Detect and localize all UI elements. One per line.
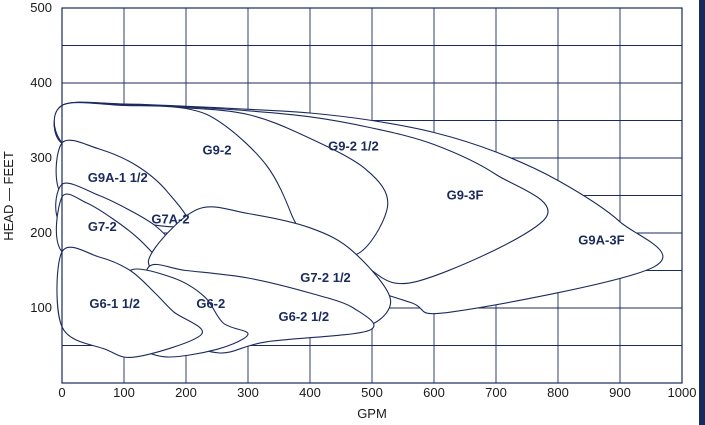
y-axis-ticks: 100 200 300 400 500 bbox=[30, 0, 52, 315]
region-label: G9-2 bbox=[203, 142, 232, 157]
x-tick-label: 100 bbox=[113, 385, 135, 400]
x-tick-label: 600 bbox=[423, 385, 445, 400]
region-label: G9-3F bbox=[447, 187, 484, 202]
region-label: G6-1 1/2 bbox=[89, 296, 140, 311]
region-label: G7-2 bbox=[88, 219, 117, 234]
region-g6-1-1-2 bbox=[56, 246, 203, 358]
x-tick-label: 800 bbox=[547, 385, 569, 400]
region-label: G7A-2 bbox=[151, 211, 189, 226]
pump-regions bbox=[53, 101, 664, 358]
region-label: G9-2 1/2 bbox=[328, 139, 379, 154]
x-tick-label: 1000 bbox=[668, 385, 697, 400]
region-label: G9A-3F bbox=[578, 232, 624, 247]
region-label: G6-2 1/2 bbox=[279, 309, 330, 324]
y-tick-label: 500 bbox=[30, 0, 52, 15]
x-axis-ticks: 0 100 200 300 400 500 600 700 800 900 1000 bbox=[58, 385, 696, 400]
x-tick-label: 900 bbox=[609, 385, 631, 400]
plot-frame bbox=[61, 7, 683, 384]
y-tick-label: 300 bbox=[30, 150, 52, 165]
y-tick-label: 200 bbox=[30, 225, 52, 240]
y-tick-label: 100 bbox=[30, 300, 52, 315]
region-labels: G9A-1 1/2 G9-2 G9-2 1/2 G9-3F G9A-3F G7A-2 G7-… bbox=[88, 139, 625, 324]
x-tick-label: 400 bbox=[299, 385, 321, 400]
region-label: G6-2 bbox=[196, 296, 225, 311]
x-tick-label: 300 bbox=[237, 385, 259, 400]
x-tick-label: 0 bbox=[58, 385, 65, 400]
x-tick-label: 500 bbox=[361, 385, 383, 400]
region-label: G7-2 1/2 bbox=[300, 270, 351, 285]
y-tick-label: 400 bbox=[30, 75, 52, 90]
right-edge-bar bbox=[699, 0, 705, 425]
x-tick-label: 700 bbox=[485, 385, 507, 400]
x-tick-label: 200 bbox=[175, 385, 197, 400]
region-label: G9A-1 1/2 bbox=[88, 170, 148, 185]
y-axis-label: HEAD — FEET bbox=[1, 151, 16, 241]
x-axis-label: GPM bbox=[357, 406, 387, 421]
